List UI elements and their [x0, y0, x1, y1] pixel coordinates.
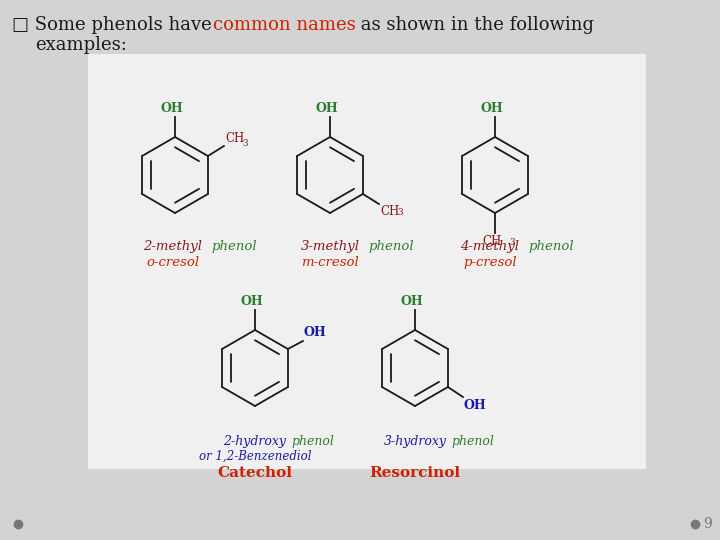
Text: CH: CH	[225, 132, 244, 145]
Text: OH: OH	[315, 102, 338, 115]
Text: phenol: phenol	[368, 240, 413, 253]
Text: CH: CH	[380, 205, 399, 218]
Text: o-cresol: o-cresol	[146, 256, 199, 269]
Text: CH: CH	[482, 235, 502, 248]
Text: OH: OH	[464, 399, 487, 412]
Text: 2-hydroxy: 2-hydroxy	[223, 435, 287, 448]
Text: phenol: phenol	[211, 240, 256, 253]
Text: 3: 3	[242, 139, 248, 148]
Text: □ Some phenols have: □ Some phenols have	[12, 16, 217, 34]
Text: OH: OH	[240, 295, 264, 308]
Text: as shown in the following: as shown in the following	[355, 16, 594, 34]
Text: 3-hydroxy: 3-hydroxy	[384, 435, 446, 448]
Text: 4-methyl: 4-methyl	[461, 240, 520, 253]
Text: m-cresol: m-cresol	[301, 256, 359, 269]
Text: or 1,2-Benzenediol: or 1,2-Benzenediol	[199, 450, 311, 463]
Text: p-cresol: p-cresol	[463, 256, 517, 269]
Text: OH: OH	[481, 102, 503, 115]
Text: phenol: phenol	[528, 240, 574, 253]
Text: common names: common names	[213, 16, 356, 34]
Text: phenol: phenol	[291, 435, 334, 448]
Text: examples:: examples:	[35, 36, 127, 54]
Text: 3: 3	[509, 238, 515, 247]
Text: Resorcinol: Resorcinol	[369, 466, 461, 480]
Text: phenol: phenol	[451, 435, 494, 448]
FancyBboxPatch shape	[88, 54, 646, 469]
Text: OH: OH	[161, 102, 184, 115]
Text: 2-methyl: 2-methyl	[143, 240, 202, 253]
Text: OH: OH	[304, 326, 327, 339]
Text: OH: OH	[400, 295, 423, 308]
Text: Catechol: Catechol	[217, 466, 292, 480]
Text: 3-methyl: 3-methyl	[300, 240, 359, 253]
Text: 9: 9	[703, 517, 712, 531]
Text: 3: 3	[397, 208, 402, 217]
